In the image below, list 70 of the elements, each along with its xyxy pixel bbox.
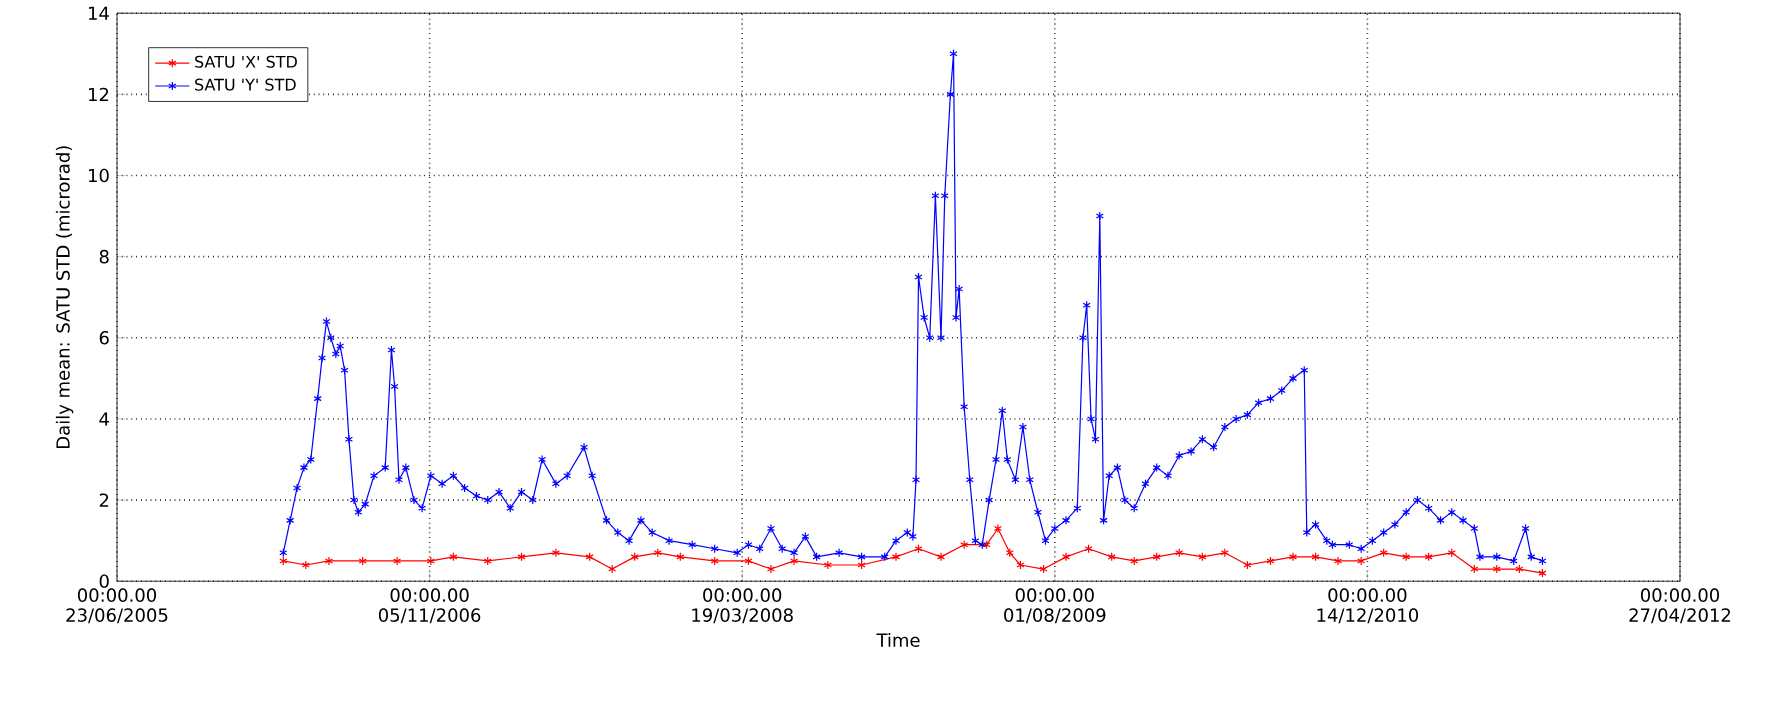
point — [823, 560, 832, 570]
x-tick-label: 00:00.00 05/11/2006 — [378, 588, 481, 624]
point — [1175, 548, 1184, 558]
point — [1288, 552, 1298, 562]
y-axis-title: Daily mean: SATU STD (microrad) — [55, 146, 74, 448]
point — [653, 548, 662, 558]
point — [517, 552, 526, 562]
point — [630, 552, 639, 562]
x-tick-label: 00:00.00 27/04/2012 — [1629, 588, 1731, 624]
point — [1538, 568, 1547, 578]
point — [1061, 552, 1071, 562]
point — [676, 552, 685, 562]
y-tick-label: 10 — [89, 168, 109, 183]
x-axis-title: Time — [876, 632, 920, 647]
point — [1130, 556, 1139, 566]
point — [1220, 548, 1229, 558]
point — [982, 539, 991, 550]
y-tick-label: 0 — [99, 574, 109, 588]
point — [1333, 556, 1343, 566]
x-tick-label: 00:00.00 01/08/2009 — [1004, 588, 1106, 624]
point — [1243, 560, 1252, 570]
point — [449, 552, 458, 562]
y-tick-label: 14 — [89, 6, 109, 20]
point — [551, 548, 560, 558]
x-tick-label: 00:00.00 19/03/2008 — [692, 588, 793, 624]
point — [324, 556, 334, 566]
point — [1266, 556, 1275, 566]
point — [710, 556, 719, 566]
point — [585, 552, 594, 562]
point — [914, 544, 923, 554]
point — [1084, 544, 1093, 554]
point — [358, 556, 367, 566]
point — [1402, 552, 1411, 562]
point — [1005, 548, 1014, 558]
point — [608, 564, 617, 574]
point — [891, 552, 901, 562]
x-tick-label: 00:00.00 14/12/2010 — [1317, 588, 1419, 624]
point — [393, 556, 402, 566]
point — [1447, 548, 1456, 558]
point — [1357, 556, 1366, 566]
point — [1198, 552, 1207, 562]
point — [766, 564, 776, 574]
point — [857, 560, 866, 570]
point — [483, 556, 492, 566]
point — [993, 523, 1002, 533]
point — [790, 556, 799, 566]
point — [1016, 560, 1025, 570]
legend-label: SATU 'Y' STD — [195, 78, 296, 91]
point — [1515, 564, 1524, 574]
y-tick-label: 2 — [99, 493, 109, 507]
point — [936, 552, 946, 562]
legend-label: SATU 'X' STD — [195, 55, 297, 68]
point — [1107, 552, 1116, 562]
y-tick-label: 6 — [99, 330, 109, 345]
point — [1379, 548, 1388, 558]
point — [960, 539, 969, 550]
x-tick-label: 00:00.00 23/06/2005 — [66, 588, 168, 624]
point — [744, 556, 753, 566]
point — [279, 556, 288, 566]
point — [1152, 552, 1161, 562]
y-tick-label: 8 — [99, 249, 109, 264]
point — [1039, 564, 1048, 574]
point — [1470, 564, 1479, 574]
y-tick-label: 12 — [89, 87, 109, 101]
point — [1311, 552, 1320, 562]
point — [1424, 552, 1433, 562]
y-tick-label: 4 — [99, 412, 109, 426]
point — [301, 560, 310, 570]
point — [426, 556, 435, 566]
point — [1492, 564, 1501, 574]
